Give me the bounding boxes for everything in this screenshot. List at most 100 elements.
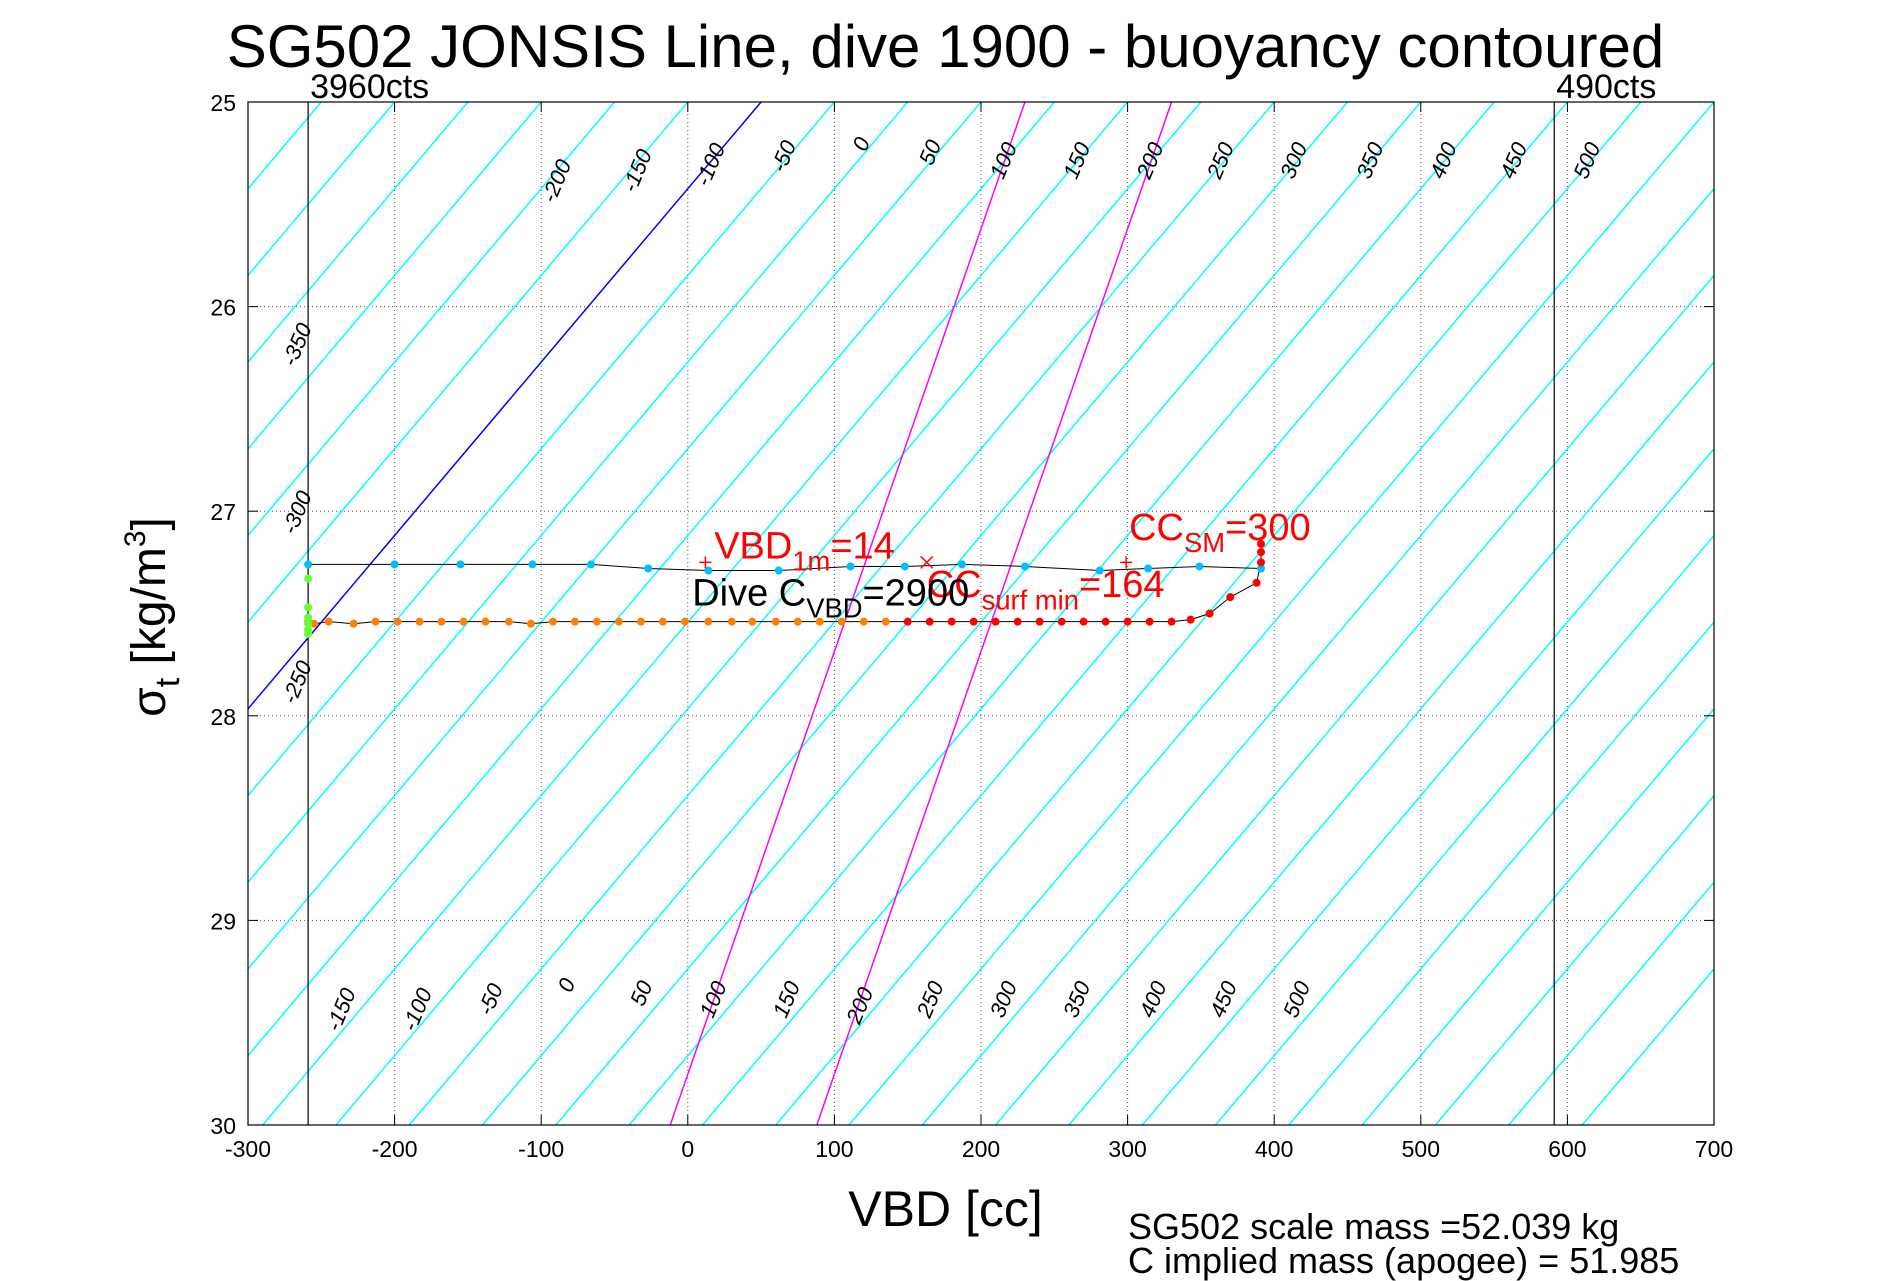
data-point-dive-deep [1145,617,1154,626]
contour-label-bottom: 100 [694,977,732,1021]
contour-label-top: 450 [1495,138,1533,182]
contour-label-bottom: 0 [553,974,581,996]
x-tick-label: -100 [518,1136,564,1162]
x-tick-label: 700 [1695,1136,1733,1162]
contour-label-bottom: -150 [321,984,362,1035]
data-point-dive [481,617,490,626]
data-point-dive [349,619,358,628]
buoyancy-contour-line [848,102,1714,1125]
y-tick-label: 28 [210,704,236,730]
buoyancy-contour-line [1141,447,1714,1125]
data-point-climb [644,564,653,573]
data-point-dive [859,617,868,626]
annotation-cc-sm-main: CC [1129,507,1184,549]
x-tick-label: 300 [1108,1136,1146,1162]
annotation-vbd-1m-sub: 1m [792,545,830,576]
contour-label-bottom: 50 [625,976,658,1009]
data-point-surface [304,629,313,638]
y-tick-label: 29 [210,908,236,934]
buoyancy-contour-line [701,102,1568,1125]
data-point-dive-deep [1167,617,1176,626]
data-point-climb [1095,566,1104,575]
annotation-cc-surf-min-sub: surf min [982,584,1079,615]
climb-profile-line [308,563,1262,572]
data-point-dive-deep [1101,617,1110,626]
contour-label-top: 0 [847,133,875,155]
buoyancy-contour-line [248,102,542,450]
data-point-climb [304,560,313,569]
x-tick-label: -200 [372,1136,418,1162]
data-point-dive-deep [1035,617,1044,626]
data-point-dive [614,617,623,626]
data-point-dive [881,617,890,626]
data-point-dive-deep [925,617,934,626]
data-point-dive [415,617,424,626]
data-point-dive [570,617,579,626]
contour-label-top: -200 [536,155,577,206]
data-point-dive-deep [1123,617,1132,626]
contour-label-top: 200 [1131,138,1169,183]
buoyancy-contour-line [1068,360,1714,1125]
buoyancy-contour-line [248,102,982,971]
buoyancy-contour-line [248,102,689,624]
data-point-dive-deep [947,617,956,626]
footer-implied-mass: C implied mass (apogee) = 51.985 [1128,1240,1680,1281]
buoyancy-contour-line [248,102,396,277]
data-point-climb [1020,562,1029,571]
data-point-dive [393,617,402,626]
buoyancy-contour-line [1508,881,1714,1125]
y-axis-label-part: ] [123,517,176,530]
contour-label-top: 400 [1425,138,1463,182]
contour-label-bottom: 250 [911,977,949,1022]
data-point-dive [548,617,557,626]
annotation-dive-c-vbd: Dive CVBD=2900 [692,572,969,623]
data-point-climb [456,560,465,569]
data-point-dive [371,617,380,626]
y-tick-label: 26 [210,295,236,321]
buoyancy-contour-line [248,102,762,711]
annotation-vbd-1m-main: VBD [714,525,792,567]
data-point-dive [526,619,535,628]
data-point-dive [815,617,824,626]
contour-label-bottom: -50 [473,979,509,1019]
contour-label-top: 500 [1568,138,1606,182]
data-point-dive [324,617,333,626]
marker-plus [699,556,712,569]
y-axis-label-part: σ [123,687,176,717]
data-point-climb [900,562,909,571]
vbd-limit-label: 490cts [1556,68,1656,106]
plot-layer [248,102,1714,1125]
contour-label-top: 300 [1275,138,1313,182]
data-point-dive [793,617,802,626]
buoyancy-contour-line [248,102,835,797]
buoyancy-contour-line [921,187,1714,1125]
data-point-dive-deep [1257,548,1266,557]
buoyancy-contour-line [335,102,1202,1125]
buoyancy-contour-line [1581,967,1714,1125]
y-tick-label: 30 [210,1113,236,1139]
x-tick-label: 100 [815,1136,853,1162]
chart-title: SG502 JONSIS Line, dive 1900 - buoyancy … [226,13,1665,80]
annotation-dive-c-vbd-value: =2900 [862,572,969,614]
marker-cross [920,555,934,569]
data-point-dive-deep [1257,558,1266,567]
data-point-surface [304,603,313,612]
data-point-climb [1144,564,1153,573]
contour-label-top: 250 [1201,138,1239,183]
x-tick-label: 200 [962,1136,1000,1162]
annotation-dive-c-vbd-sub: VBD [806,592,862,623]
y-axis-label: σt [kg/m3] [119,517,187,717]
vbd-limit-label: 3960cts [310,68,429,106]
data-point-climb [1195,562,1204,571]
data-point-dive [309,619,318,628]
annotation-cc-surf-min: CCsurf min=164 [927,564,1165,615]
y-axis-label-part: [kg/m [123,547,176,678]
data-point-dive-deep [1057,617,1066,626]
footer-scale-mass: SG502 scale mass =52.039 kg [1128,1206,1620,1247]
contour-label-top: 350 [1351,138,1389,182]
data-point-climb [774,566,783,575]
data-point-dive-deep [1013,617,1022,626]
data-point-dive [459,617,468,626]
y-axis-label-part: t [149,677,187,687]
annotation-cc-sm-value: =300 [1225,507,1311,549]
